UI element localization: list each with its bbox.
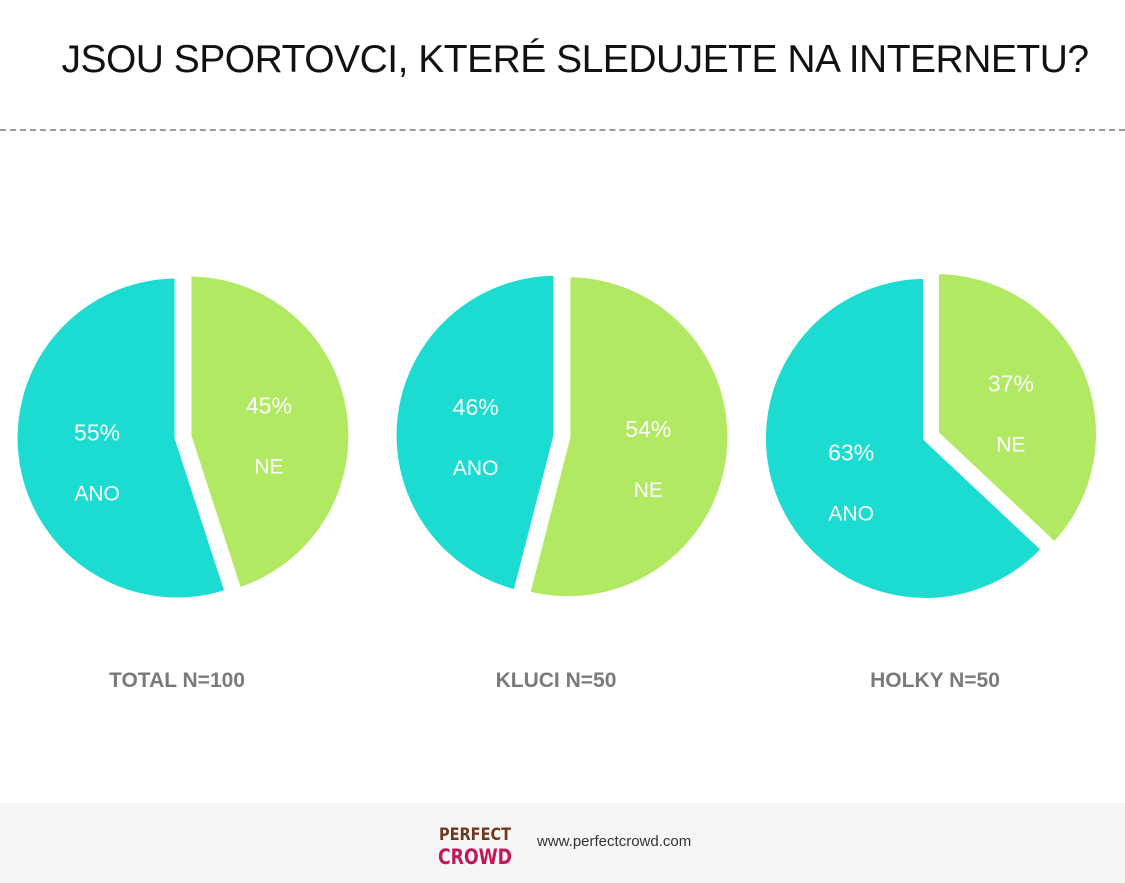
perfectcrowd-logo: PERFECT CROWD: [438, 825, 512, 868]
pie-slice-ne: [524, 272, 733, 602]
slice-percent-label: 45%: [246, 392, 292, 418]
title-divider: [0, 129, 1125, 131]
footer: PERFECT CROWD www.perfectcrowd.com: [0, 803, 1125, 883]
slice-category-label: ANO: [828, 503, 874, 526]
logo-text-top: PERFECT: [439, 825, 511, 845]
pie-slice-ano: [761, 273, 1048, 603]
pie-chart-3: 37% NE 63% ANO HOLKY N=50: [761, 269, 1101, 692]
pie-slice-ano: [391, 270, 559, 596]
slice-percent-label: 37%: [988, 370, 1034, 396]
logo-text-bottom: CROWD: [438, 845, 512, 868]
slice-percent-label: 46%: [453, 394, 499, 420]
pie-charts: 45% NE 55% ANO TOTAL N=100 54% NE 46% ANO KLUCI N…: [12, 269, 1101, 692]
pie-chart-caption: TOTAL N=100: [109, 669, 245, 692]
slice-percent-label: 55%: [74, 420, 120, 446]
slice-category-label: ANO: [74, 483, 120, 506]
slice-percent-label: 63%: [828, 440, 874, 466]
pie-slice-ano: [12, 273, 231, 603]
pie-chart-caption: HOLKY N=50: [870, 669, 1000, 692]
pie-chart-1: 45% NE 55% ANO TOTAL N=100: [12, 271, 354, 692]
pie-slice-ne: [934, 269, 1101, 549]
page-title: JSOU SPORTOVCI, KTERÉ SLEDUJETE NA INTER…: [61, 38, 1089, 81]
pie-chart-2: 54% NE 46% ANO KLUCI N=50: [391, 270, 733, 692]
slice-category-label: ANO: [453, 457, 499, 480]
pie-slice-ne: [186, 271, 354, 594]
slice-category-label: NE: [634, 479, 663, 502]
slice-percent-label: 54%: [625, 416, 671, 442]
footer-url[interactable]: www.perfectcrowd.com: [537, 833, 692, 850]
slice-category-label: NE: [254, 455, 283, 478]
slice-category-label: NE: [996, 433, 1025, 456]
pie-chart-caption: KLUCI N=50: [496, 669, 617, 692]
